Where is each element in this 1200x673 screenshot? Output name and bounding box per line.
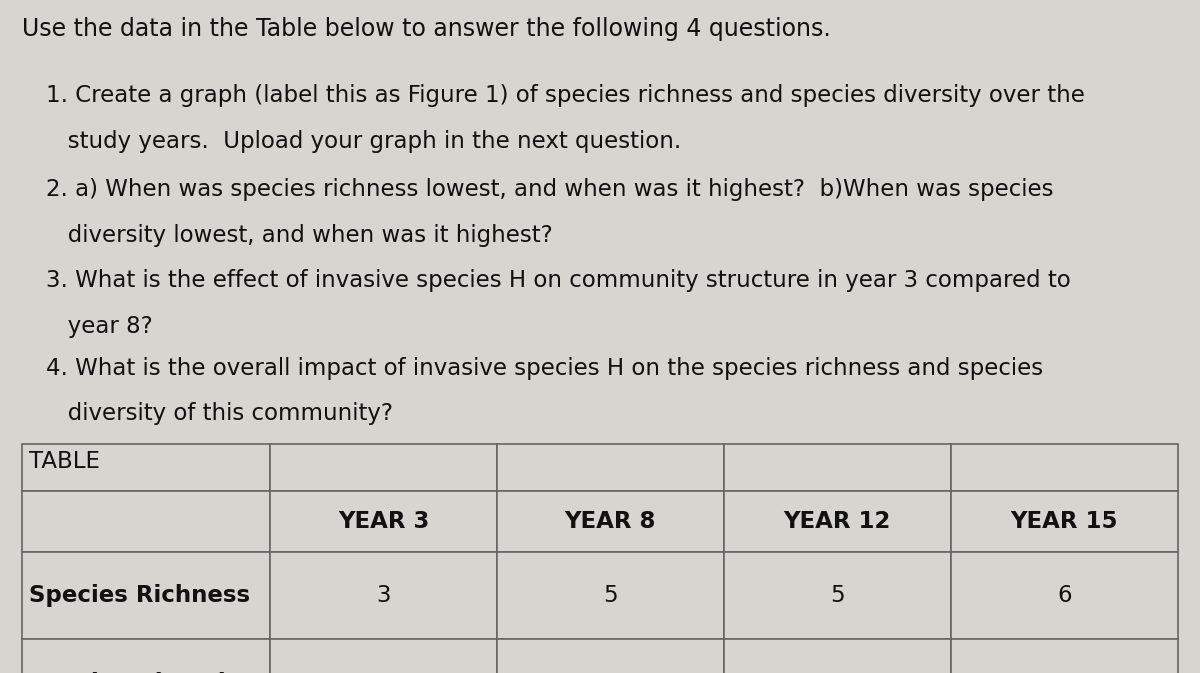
- Text: 3. What is the effect of invasive species H on community structure in year 3 com: 3. What is the effect of invasive specie…: [46, 269, 1070, 292]
- Bar: [497, 491, 724, 552]
- Text: 2. a) When was species richness lowest, and when was it highest?  b)When was spe: 2. a) When was species richness lowest, …: [46, 178, 1054, 201]
- Bar: [270, 639, 497, 673]
- Text: YEAR 8: YEAR 8: [565, 510, 656, 533]
- Text: Species Richness: Species Richness: [29, 584, 250, 607]
- Bar: [950, 552, 1178, 639]
- Bar: [497, 444, 724, 491]
- Text: TABLE: TABLE: [29, 450, 100, 472]
- Bar: [22, 552, 270, 639]
- Bar: [724, 491, 950, 552]
- Text: YEAR 15: YEAR 15: [1010, 510, 1118, 533]
- Text: study years.  Upload your graph in the next question.: study years. Upload your graph in the ne…: [46, 130, 680, 153]
- Text: YEAR 3: YEAR 3: [338, 510, 430, 533]
- Bar: [22, 444, 270, 491]
- Bar: [22, 639, 270, 673]
- Bar: [724, 552, 950, 639]
- Bar: [22, 491, 270, 552]
- Text: 1.351: 1.351: [804, 672, 870, 673]
- Text: diversity lowest, and when was it highest?: diversity lowest, and when was it highes…: [46, 224, 552, 247]
- Text: Species Diversity: Species Diversity: [29, 672, 251, 673]
- Text: diversity of this community?: diversity of this community?: [46, 402, 392, 425]
- Bar: [950, 639, 1178, 673]
- Bar: [497, 552, 724, 639]
- Text: 5: 5: [604, 584, 618, 607]
- Text: Use the data in the Table below to answer the following 4 questions.: Use the data in the Table below to answe…: [22, 17, 830, 41]
- Bar: [724, 444, 950, 491]
- Text: YEAR 12: YEAR 12: [784, 510, 890, 533]
- Bar: [950, 444, 1178, 491]
- Text: 4. What is the overall impact of invasive species H on the species richness and : 4. What is the overall impact of invasiv…: [46, 357, 1043, 380]
- Bar: [270, 491, 497, 552]
- Text: 1.516: 1.516: [577, 672, 643, 673]
- Bar: [950, 491, 1178, 552]
- Text: 5: 5: [830, 584, 845, 607]
- Text: year 8?: year 8?: [46, 315, 152, 338]
- Text: 6: 6: [1057, 584, 1072, 607]
- Text: 0.995: 0.995: [350, 672, 416, 673]
- Text: 1. Create a graph (label this as Figure 1) of species richness and species diver: 1. Create a graph (label this as Figure …: [46, 84, 1085, 107]
- Bar: [497, 639, 724, 673]
- Bar: [270, 552, 497, 639]
- Text: 3: 3: [377, 584, 391, 607]
- Bar: [724, 639, 950, 673]
- Text: 1.197: 1.197: [1032, 672, 1097, 673]
- Bar: [270, 444, 497, 491]
